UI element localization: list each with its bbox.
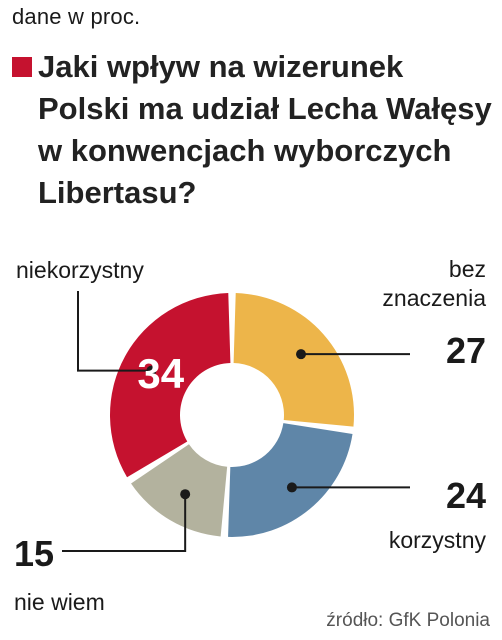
labels-layer: bez znaczenia 27 24 korzystny 15 nie wiem nieko… xyxy=(14,256,486,615)
label-korzystny: korzystny xyxy=(389,527,487,553)
label-niekorzystny: niekorzystny xyxy=(16,257,144,283)
slice-bez-znaczenia xyxy=(233,293,354,427)
value-bez-znaczenia: 27 xyxy=(446,330,486,371)
leader-line-niekorzystny xyxy=(77,291,152,372)
question-title: Jaki wpływ na wizerunek Polski ma udział… xyxy=(38,49,492,210)
slice-niekorzystny xyxy=(110,293,231,478)
label-bez-znaczenia-line2: znaczenia xyxy=(382,285,486,311)
value-korzystny: 24 xyxy=(446,475,486,516)
label-nie-wiem: nie wiem xyxy=(14,589,105,615)
slice-korzystny xyxy=(228,423,353,537)
unit-note: dane w proc. xyxy=(12,4,141,29)
slices-layer xyxy=(110,293,354,537)
source-note: źródło: GfK Polonia xyxy=(326,610,490,631)
value-nie-wiem: 15 xyxy=(14,533,54,574)
value-niekorzystny: 34 xyxy=(137,350,184,397)
question-marker xyxy=(12,57,32,77)
leader-lines xyxy=(62,291,410,552)
leader-line-nie-wiem xyxy=(62,494,187,552)
label-bez-znaczenia-line1: bez xyxy=(449,256,486,282)
slice-nie-wiem xyxy=(131,444,228,537)
